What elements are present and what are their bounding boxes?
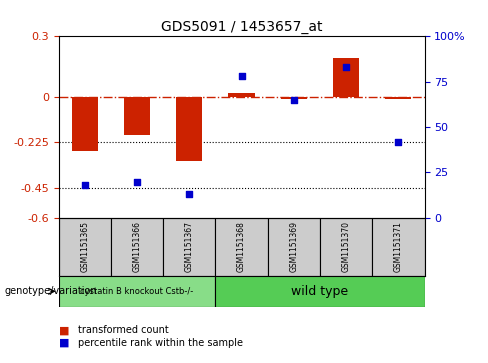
- Text: GSM1151367: GSM1151367: [185, 221, 194, 272]
- Bar: [386, 97, 411, 99]
- Bar: [124, 97, 150, 135]
- Bar: [320, 218, 372, 276]
- Point: [290, 97, 298, 103]
- Point: [185, 191, 193, 197]
- Bar: [372, 218, 425, 276]
- Point: [238, 73, 245, 79]
- Bar: [268, 218, 320, 276]
- Text: GSM1151371: GSM1151371: [394, 221, 403, 272]
- Point: [342, 64, 350, 70]
- Title: GDS5091 / 1453657_at: GDS5091 / 1453657_at: [161, 20, 322, 34]
- Bar: [215, 218, 268, 276]
- Bar: [59, 276, 215, 307]
- Text: wild type: wild type: [291, 285, 348, 298]
- Text: percentile rank within the sample: percentile rank within the sample: [78, 338, 243, 348]
- Point: [394, 139, 402, 144]
- Point: [81, 182, 89, 188]
- Bar: [163, 218, 215, 276]
- Text: cystatin B knockout Cstb-/-: cystatin B knockout Cstb-/-: [81, 287, 194, 296]
- Text: ■: ■: [59, 338, 69, 348]
- Text: GSM1151369: GSM1151369: [289, 221, 298, 272]
- Text: ■: ■: [59, 325, 69, 335]
- Text: transformed count: transformed count: [78, 325, 169, 335]
- Bar: [215, 276, 425, 307]
- Bar: [281, 97, 307, 99]
- Bar: [111, 218, 163, 276]
- Text: GSM1151368: GSM1151368: [237, 221, 246, 272]
- Bar: [176, 97, 203, 161]
- Bar: [228, 93, 255, 97]
- Point: [133, 179, 141, 184]
- Text: GSM1151366: GSM1151366: [132, 221, 142, 272]
- Bar: [72, 97, 98, 151]
- Bar: [333, 58, 359, 97]
- Text: GSM1151365: GSM1151365: [80, 221, 89, 272]
- Bar: [59, 218, 111, 276]
- Text: genotype/variation: genotype/variation: [5, 286, 98, 297]
- Text: GSM1151370: GSM1151370: [342, 221, 351, 272]
